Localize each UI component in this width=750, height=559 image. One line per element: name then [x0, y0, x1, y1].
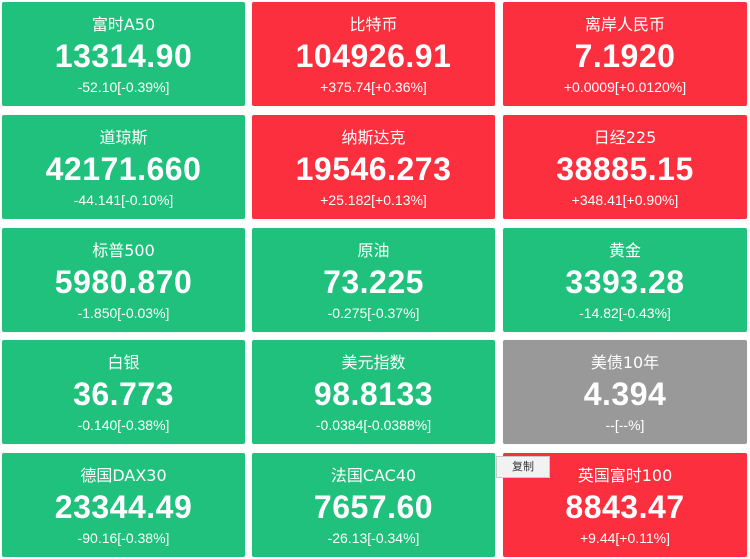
quote-price: 42171.660	[45, 151, 202, 187]
quote-name: 美元指数	[341, 353, 406, 372]
quote-price: 19546.273	[295, 151, 452, 187]
quote-price: 3393.28	[565, 264, 685, 300]
quote-change: -44.141[-0.10%]	[73, 192, 174, 208]
quote-price: 7657.60	[313, 489, 434, 525]
quote-name: 英国富时100	[577, 466, 673, 485]
quote-tile[interactable]: 日经225 38885.15 +348.41[+0.90%]	[503, 115, 747, 219]
quote-name: 美债10年	[590, 353, 660, 372]
quote-change: -0.0384[-0.0388%]	[315, 417, 432, 433]
copy-button[interactable]: 复制	[496, 456, 550, 478]
quote-name: 法国CAC40	[330, 466, 417, 485]
quote-tile[interactable]: 纳斯达克 19546.273 +25.182[+0.13%]	[252, 115, 495, 219]
quote-name: 日经225	[593, 128, 657, 147]
quote-change: -26.13[-0.34%]	[327, 530, 420, 546]
quote-change: -1.850[-0.03%]	[77, 305, 170, 321]
quote-price: 4.394	[583, 376, 667, 412]
quote-price: 73.225	[323, 264, 424, 300]
quote-name: 纳斯达克	[341, 128, 406, 147]
quote-price: 38885.15	[556, 151, 694, 187]
quote-price: 104926.91	[295, 38, 452, 74]
quote-name: 富时A50	[91, 15, 156, 34]
quote-tile[interactable]: 美元指数 98.8133 -0.0384[-0.0388%]	[252, 340, 495, 444]
quote-price: 36.773	[73, 376, 174, 412]
quote-price: 13314.90	[54, 38, 193, 74]
quote-price: 8843.47	[565, 489, 685, 525]
quote-change: +375.74[+0.36%]	[320, 79, 427, 95]
quote-tile[interactable]: 离岸人民币 7.1920 +0.0009[+0.0120%]	[503, 2, 747, 106]
quote-name: 德国DAX30	[80, 466, 167, 485]
quote-change: -0.275[-0.37%]	[327, 305, 420, 321]
quote-name: 白银	[107, 353, 140, 372]
quote-name: 比特币	[349, 15, 398, 34]
quote-tile[interactable]: 美债10年 4.394 --[--%]	[503, 340, 747, 444]
quote-change: +9.44[+0.11%]	[579, 530, 671, 546]
quote-tile[interactable]: 法国CAC40 7657.60 -26.13[-0.34%]	[252, 453, 495, 557]
quote-name: 原油	[357, 241, 390, 260]
quote-name: 标普500	[92, 241, 155, 260]
quote-change: -0.140[-0.38%]	[77, 417, 170, 433]
quote-tile[interactable]: 原油 73.225 -0.275[-0.37%]	[252, 228, 495, 332]
quote-change: +0.0009[+0.0120%]	[563, 79, 687, 95]
quote-change: -90.16[-0.38%]	[77, 530, 170, 546]
quote-tile[interactable]: 比特币 104926.91 +375.74[+0.36%]	[252, 2, 495, 106]
quote-tile[interactable]: 白银 36.773 -0.140[-0.38%]	[2, 340, 245, 444]
quote-price: 5980.870	[54, 264, 193, 300]
quote-name: 离岸人民币	[584, 15, 665, 34]
quote-tile[interactable]: 英国富时100 8843.47 +9.44[+0.11%]	[503, 453, 747, 557]
quote-tile[interactable]: 富时A50 13314.90 -52.10[-0.39%]	[2, 2, 245, 106]
quote-tile[interactable]: 标普500 5980.870 -1.850[-0.03%]	[2, 228, 245, 332]
quote-price: 7.1920	[574, 38, 676, 74]
quote-name: 黄金	[608, 241, 641, 260]
quote-name: 道琼斯	[99, 128, 148, 147]
quote-change: +25.182[+0.13%]	[320, 192, 427, 208]
quote-change: -52.10[-0.39%]	[77, 79, 170, 95]
quote-tile[interactable]: 黄金 3393.28 -14.82[-0.43%]	[503, 228, 747, 332]
quote-price: 98.8133	[313, 376, 434, 412]
quote-change: --[--%]	[605, 417, 645, 433]
quote-price: 23344.49	[54, 489, 193, 525]
quote-tile[interactable]: 德国DAX30 23344.49 -90.16[-0.38%]	[2, 453, 245, 557]
quote-change: -14.82[-0.43%]	[579, 305, 671, 321]
quote-tile[interactable]: 道琼斯 42171.660 -44.141[-0.10%]	[2, 115, 245, 219]
quote-change: +348.41[+0.90%]	[571, 192, 679, 208]
